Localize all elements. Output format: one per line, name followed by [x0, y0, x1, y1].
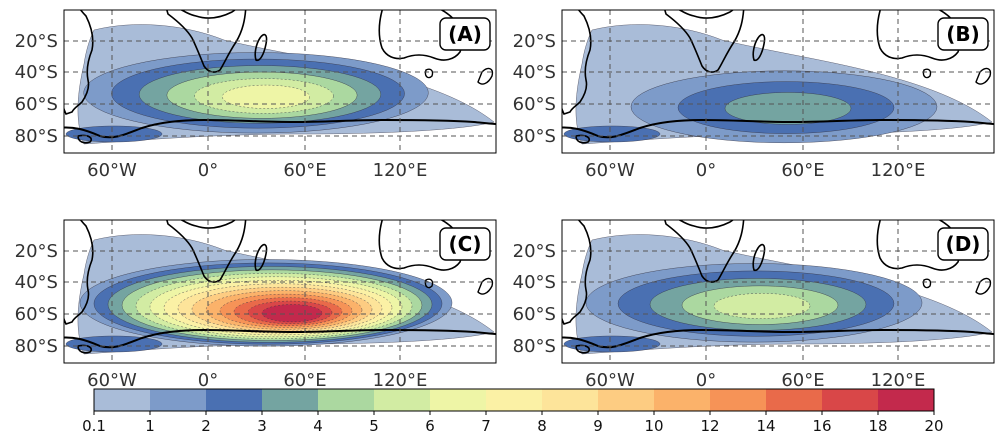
colorbar-segment	[654, 389, 711, 411]
lon-tick-label: 120°E	[373, 370, 428, 391]
panel-label: (D)	[937, 227, 989, 261]
lat-tick-label: 20°S	[15, 31, 58, 52]
colorbar-segment	[262, 389, 319, 411]
panel-label: (C)	[439, 227, 491, 261]
gridlines	[562, 220, 994, 363]
colorbar-tick-label: 10	[644, 417, 663, 435]
colorbar-tick-label: 0.1	[82, 417, 106, 435]
lon-tick-label: 60°W	[585, 370, 635, 391]
map-panel-c: (C) 20°S 40°S 60°S 80°S 60°W 0° 60°E 120°E	[15, 219, 497, 391]
lon-tick-label: 60°E	[781, 370, 824, 391]
colorbar-segment	[430, 389, 487, 411]
colorbar-tick-label: 12	[700, 417, 719, 435]
lon-tick-label: 120°E	[871, 370, 926, 391]
colorbar-tick-label: 9	[593, 417, 603, 435]
lat-tick-label: 80°S	[513, 336, 556, 357]
colorbar-segment	[822, 389, 879, 411]
gridlines	[562, 10, 994, 153]
colorbar-segment	[878, 389, 935, 411]
colorbar-tick-label: 18	[868, 417, 887, 435]
lat-tick-label: 60°S	[513, 304, 556, 325]
colorbar-tick-label: 20	[924, 417, 943, 435]
lat-tick-label: 40°S	[15, 62, 58, 83]
lat-tick-label: 40°S	[513, 62, 556, 83]
lat-tick-label: 60°S	[513, 94, 556, 115]
lat-tick-label: 60°S	[15, 94, 58, 115]
colorbar-segment	[710, 389, 767, 411]
lon-tick-label: 0°	[696, 370, 716, 391]
lon-tick-label: 120°E	[373, 160, 428, 181]
lat-tick-label: 40°S	[513, 272, 556, 293]
colorbar-segment	[598, 389, 655, 411]
colorbar-segment	[206, 389, 263, 411]
lon-tick-label: 60°E	[283, 160, 326, 181]
lon-tick-label: 0°	[198, 370, 218, 391]
lon-tick-label: 0°	[198, 160, 218, 181]
colorbar-tick-label: 4	[313, 417, 323, 435]
contour-field	[563, 24, 993, 145]
contour-field	[65, 234, 495, 355]
map-panel-b: (B) 20°S 40°S 60°S 80°S 60°W 0° 60°E 120°E	[513, 9, 995, 181]
svg-text:(A): (A)	[448, 22, 482, 46]
gridlines	[64, 220, 496, 363]
colorbar-segment	[150, 389, 207, 411]
colorbar-segment	[374, 389, 431, 411]
colorbar-tick-label: 8	[537, 417, 547, 435]
colorbar-segment	[318, 389, 375, 411]
colorbar-segment	[486, 389, 543, 411]
lat-tick-label: 80°S	[15, 126, 58, 147]
lon-tick-label: 60°E	[283, 370, 326, 391]
map-panel-d: (D) 20°S 40°S 60°S 80°S 60°W 0° 60°E 120°E	[513, 219, 995, 391]
lat-tick-label: 40°S	[15, 272, 58, 293]
lat-tick-label: 20°S	[15, 241, 58, 262]
colorbar-tick-label: 16	[812, 417, 831, 435]
colorbar-segment	[766, 389, 823, 411]
colorbar-tick-label: 5	[369, 417, 379, 435]
colorbar-tick-label: 6	[425, 417, 435, 435]
colorbar-tick-label: 1	[145, 417, 155, 435]
lon-tick-label: 60°E	[781, 160, 824, 181]
colorbar-segment	[94, 389, 151, 411]
lat-tick-label: 60°S	[15, 304, 58, 325]
colorbar-tick-label: 3	[257, 417, 267, 435]
panel-label: (B)	[937, 17, 989, 51]
panel-label: (A)	[439, 17, 491, 51]
colorbar: 0.1 1 2 3 4 5 6 7 8 9 10 12 14 16 18 20	[82, 388, 944, 435]
lon-tick-label: 120°E	[871, 160, 926, 181]
lon-tick-label: 0°	[696, 160, 716, 181]
svg-text:(D): (D)	[946, 232, 981, 256]
gridlines	[64, 10, 496, 153]
svg-text:(C): (C)	[449, 232, 482, 256]
colorbar-segment	[542, 389, 599, 411]
lon-tick-label: 60°W	[87, 370, 137, 391]
colorbar-tick-label: 2	[201, 417, 211, 435]
lat-tick-label: 20°S	[513, 31, 556, 52]
lon-tick-label: 60°W	[585, 160, 635, 181]
lat-tick-label: 80°S	[15, 336, 58, 357]
svg-text:(B): (B)	[946, 22, 980, 46]
lon-tick-label: 60°W	[87, 160, 137, 181]
colorbar-tick-label: 7	[481, 417, 491, 435]
lat-tick-label: 80°S	[513, 126, 556, 147]
map-panel-a: (A) 20°S 40°S 60°S 80°S 60°W 0° 60°E 120°E	[15, 9, 497, 181]
lat-tick-label: 20°S	[513, 241, 556, 262]
colorbar-tick-label: 14	[756, 417, 775, 435]
